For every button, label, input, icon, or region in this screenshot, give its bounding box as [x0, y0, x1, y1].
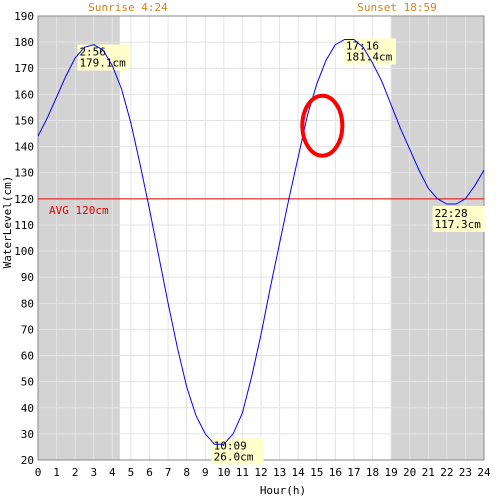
y-tick-label-3: 50 [21, 376, 34, 389]
night-period-0 [38, 16, 120, 460]
annotation-time: 10:09 [214, 439, 247, 452]
y-tick-label-17: 190 [14, 10, 34, 23]
x-tick-label-10: 10 [217, 466, 230, 479]
x-axis-title: Hour(h) [260, 484, 306, 497]
x-tick-label-7: 7 [165, 466, 172, 479]
x-tick-label-22: 22 [440, 466, 453, 479]
x-tick-label-14: 14 [292, 466, 306, 479]
annotation-level: 117.3cm [435, 218, 482, 231]
y-tick-label-11: 130 [14, 167, 34, 180]
y-tick-label-7: 90 [21, 271, 34, 284]
annotation-box [211, 438, 264, 465]
y-tick-label-14: 160 [14, 88, 34, 101]
x-tick-label-0: 0 [35, 466, 42, 479]
y-tick-label-6: 80 [21, 297, 34, 310]
x-tick-label-8: 8 [183, 466, 190, 479]
x-tick-label-12: 12 [254, 466, 267, 479]
y-tick-labels: 20 30 40 50 60 70 80 90 100 110 120 130 140 150 160 170… [14, 10, 34, 467]
highlight-circle-mark [300, 93, 345, 158]
x-tick-label-1: 1 [53, 466, 60, 479]
x-tick-label-21: 21 [422, 466, 435, 479]
y-tick-label-13: 150 [14, 114, 34, 127]
annotation-level: 179.1cm [79, 56, 126, 69]
y-tick-label-0: 20 [21, 454, 34, 467]
y-tick-label-2: 40 [21, 402, 34, 415]
annotation-box [343, 38, 396, 65]
extreme-annotations: 2:56179.1cm10:0926.0cm17:16181.4cm22:281… [77, 38, 485, 465]
annotation-time: 2:56 [79, 45, 106, 58]
annotation-level: 26.0cm [214, 450, 254, 463]
x-tick-label-9: 9 [202, 466, 209, 479]
highlight-circle [300, 93, 345, 158]
y-tick-label-1: 30 [21, 428, 34, 441]
x-tick-label-23: 23 [459, 466, 472, 479]
y-tick-label-12: 140 [14, 141, 34, 154]
y-tick-label-4: 60 [21, 350, 34, 363]
x-tick-label-17: 17 [347, 466, 360, 479]
grid-lines [37, 15, 485, 461]
sunrise-label: Sunrise 4:24 [88, 1, 168, 14]
annotation-box [77, 44, 130, 71]
annotation-time: 22:28 [435, 207, 468, 220]
y-tick-label-15: 170 [14, 62, 34, 75]
x-tick-label-3: 3 [90, 466, 97, 479]
annotation-time: 17:16 [346, 39, 379, 52]
y-tick-label-5: 70 [21, 323, 34, 336]
x-tick-label-19: 19 [384, 466, 397, 479]
tide-curve [37, 39, 485, 445]
x-tick-labels: 0 1 2 3 4 5 6 7 8 9 10 11 12 13 14 15 16 17 18 19 20 21 22 23 24 [35, 466, 491, 479]
y-tick-label-9: 110 [14, 219, 34, 232]
x-tick-label-4: 4 [109, 466, 116, 479]
x-tick-label-18: 18 [366, 466, 379, 479]
x-tick-label-16: 16 [329, 466, 342, 479]
x-tick-label-6: 6 [146, 466, 153, 479]
x-tick-label-13: 13 [273, 466, 286, 479]
x-tick-label-24: 24 [477, 466, 491, 479]
night-shading [38, 16, 484, 460]
x-tick-label-11: 11 [236, 466, 249, 479]
sunset-label: Sunset 18:59 [357, 1, 436, 14]
y-tick-label-8: 100 [14, 245, 34, 258]
y-tick-label-10: 120 [14, 193, 34, 206]
y-tick-label-16: 180 [14, 36, 34, 49]
x-tick-label-20: 20 [403, 466, 416, 479]
x-tick-label-2: 2 [72, 466, 79, 479]
annotation-box [432, 205, 485, 232]
night-period-1 [390, 16, 484, 460]
x-tick-label-15: 15 [310, 466, 323, 479]
y-axis-title: WaterLevel(cm) [1, 176, 14, 269]
x-tick-label-5: 5 [128, 466, 135, 479]
average-label: AVG 120cm [49, 204, 109, 217]
